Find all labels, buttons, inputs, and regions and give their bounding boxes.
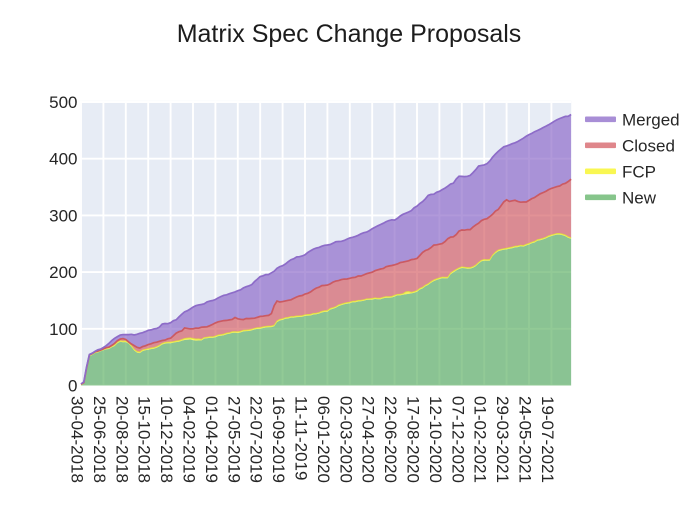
svg-text:17-08-2020: 17-08-2020 [404, 396, 423, 483]
svg-text:New: New [622, 188, 657, 207]
svg-text:15-10-2018: 15-10-2018 [135, 396, 154, 483]
svg-text:0: 0 [68, 377, 77, 396]
svg-text:500: 500 [49, 93, 77, 112]
svg-text:11-11-2019: 11-11-2019 [292, 396, 311, 480]
svg-text:07-12-2020: 07-12-2020 [448, 396, 467, 483]
svg-text:06-01-2020: 06-01-2020 [314, 396, 333, 483]
svg-text:10-12-2018: 10-12-2018 [157, 396, 176, 483]
svg-text:400: 400 [49, 150, 77, 169]
svg-text:19-07-2021: 19-07-2021 [538, 396, 557, 483]
svg-text:20-08-2018: 20-08-2018 [112, 396, 131, 483]
svg-text:04-02-2019: 04-02-2019 [180, 396, 199, 483]
svg-text:22-07-2019: 22-07-2019 [247, 396, 266, 483]
svg-text:24-05-2021: 24-05-2021 [516, 396, 535, 483]
svg-text:22-06-2020: 22-06-2020 [381, 396, 400, 483]
svg-text:27-04-2020: 27-04-2020 [359, 396, 378, 483]
svg-text:27-05-2019: 27-05-2019 [224, 396, 243, 483]
svg-text:01-02-2021: 01-02-2021 [471, 396, 490, 483]
svg-text:02-03-2020: 02-03-2020 [336, 396, 355, 483]
svg-text:Closed: Closed [622, 136, 675, 155]
svg-text:Matrix Spec Change Proposals: Matrix Spec Change Proposals [177, 20, 522, 48]
svg-text:200: 200 [49, 263, 77, 282]
svg-text:Merged: Merged [622, 110, 680, 129]
svg-text:25-06-2018: 25-06-2018 [90, 396, 109, 483]
svg-text:12-10-2020: 12-10-2020 [426, 396, 445, 483]
svg-text:100: 100 [49, 320, 77, 339]
svg-text:29-03-2021: 29-03-2021 [493, 396, 512, 483]
svg-text:FCP: FCP [622, 162, 656, 181]
svg-text:300: 300 [49, 206, 77, 225]
svg-text:01-04-2019: 01-04-2019 [202, 396, 221, 483]
svg-text:30-04-2018: 30-04-2018 [68, 396, 87, 483]
svg-text:16-09-2019: 16-09-2019 [269, 396, 288, 483]
